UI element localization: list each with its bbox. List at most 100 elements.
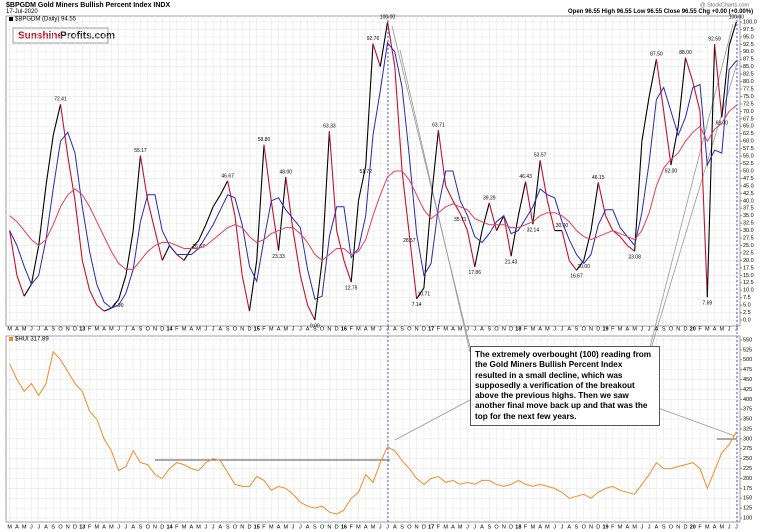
y-tick-label: 200 xyxy=(743,476,752,482)
y-tick-label: 82.5 xyxy=(743,72,754,78)
value-label: 7.69 xyxy=(702,300,712,306)
x-tick-label: M xyxy=(356,524,361,530)
line-segment xyxy=(481,202,490,231)
x-tick-label: M xyxy=(720,524,725,530)
line-segment xyxy=(52,104,62,136)
y-tick-label: 62.5 xyxy=(743,131,754,137)
x-tick-label: J xyxy=(117,326,120,332)
x-tick-label: J xyxy=(204,326,207,332)
x-tick-label: D xyxy=(596,326,600,332)
x-tick-label: N xyxy=(676,524,680,530)
line-segment xyxy=(503,215,512,257)
series-line xyxy=(9,105,737,270)
line-segment xyxy=(386,21,396,67)
y-tick-label: 67.5 xyxy=(743,116,754,122)
line-segment xyxy=(445,185,454,202)
x-tick-label: A xyxy=(306,524,310,530)
x-tick-label: M xyxy=(705,524,710,530)
value-label: 88.00 xyxy=(679,50,692,56)
y-tick-label: 37.5 xyxy=(743,206,754,212)
value-label: 92.76 xyxy=(367,36,380,42)
line-segment xyxy=(263,144,272,201)
value-label: 53.57 xyxy=(534,153,547,159)
y-tick-label: 32.5 xyxy=(743,221,754,227)
x-tick-label: 14 xyxy=(166,326,173,332)
x-tick-label: 14 xyxy=(166,524,173,530)
x-tick-label: F xyxy=(88,524,92,530)
y-tick-label: 35.0 xyxy=(743,213,754,219)
value-label: 46.43 xyxy=(519,174,532,180)
x-tick-label: J xyxy=(292,524,295,530)
line-segment xyxy=(336,230,345,261)
x-tick-label: D xyxy=(73,524,77,530)
x-tick-label: S xyxy=(662,524,666,530)
x-tick-label: N xyxy=(66,326,70,332)
line-segment xyxy=(517,181,527,216)
line-segment xyxy=(23,283,32,297)
x-tick-label: J xyxy=(212,326,215,332)
x-tick-label: J xyxy=(30,326,33,332)
x-tick-label: O xyxy=(320,524,325,530)
x-tick-label: A xyxy=(131,326,135,332)
x-tick-label: J xyxy=(473,524,476,530)
x-tick-label: D xyxy=(684,326,688,332)
line-segment xyxy=(488,202,498,231)
x-tick-label: N xyxy=(240,524,244,530)
x-tick-label: S xyxy=(575,524,579,530)
series-line xyxy=(9,350,737,515)
y-tick-label: 175 xyxy=(743,486,752,492)
callout-line xyxy=(394,399,471,441)
line-segment xyxy=(314,260,323,321)
line-segment xyxy=(641,96,650,142)
line-segment xyxy=(132,155,141,231)
x-tick-label: O xyxy=(58,524,63,530)
line-segment xyxy=(307,304,316,321)
y-tick-label: 300 xyxy=(743,436,752,442)
x-tick-label: A xyxy=(189,524,193,530)
x-tick-label: O xyxy=(669,326,674,332)
x-tick-label: S xyxy=(313,326,317,332)
x-tick-label: A xyxy=(306,326,310,332)
x-tick-label: M xyxy=(632,524,637,530)
x-tick-label: F xyxy=(88,326,92,332)
x-tick-label: D xyxy=(422,326,426,332)
x-tick-label: M xyxy=(95,326,100,332)
line-segment xyxy=(96,304,105,312)
x-tick-label: M xyxy=(109,326,114,332)
y-tick-label: 450 xyxy=(743,377,752,383)
x-tick-label: J xyxy=(473,326,476,332)
value-label: 23.33 xyxy=(272,254,285,260)
x-tick-label: N xyxy=(502,326,506,332)
y-tick-label: 95.0 xyxy=(743,34,754,40)
value-label: 51.72 xyxy=(359,169,372,175)
value-label: 87.50 xyxy=(650,52,663,58)
x-tick-label: J xyxy=(125,326,128,332)
y-tick-label: 22.5 xyxy=(743,250,754,256)
value-label: 48.00 xyxy=(280,169,293,175)
value-label: 63.71 xyxy=(432,122,445,128)
line-segment xyxy=(81,260,91,291)
x-tick-label: D xyxy=(335,326,339,332)
line-segment xyxy=(328,131,338,231)
x-tick-label: M xyxy=(283,524,288,530)
line-segment xyxy=(154,230,163,261)
value-label: 0.00 xyxy=(310,323,320,329)
x-tick-label: J xyxy=(299,524,302,530)
y-tick-label: 47.5 xyxy=(743,176,754,182)
x-tick-label: A xyxy=(655,326,659,332)
x-tick-label: J xyxy=(728,524,731,530)
y-tick-label: 350 xyxy=(743,417,752,423)
line-segment xyxy=(590,182,599,231)
y-tick-label: 100 xyxy=(743,515,752,521)
line-segment xyxy=(357,165,367,201)
line-segment xyxy=(663,111,672,166)
x-tick-label: A xyxy=(713,326,717,332)
x-tick-label: J xyxy=(30,524,33,530)
x-tick-label: D xyxy=(422,524,426,530)
series-line xyxy=(9,41,737,309)
y-tick-label: 92.5 xyxy=(743,42,754,48)
x-tick-label: 15 xyxy=(254,524,260,530)
line-segment xyxy=(350,200,360,283)
x-tick-label: M xyxy=(196,524,201,530)
